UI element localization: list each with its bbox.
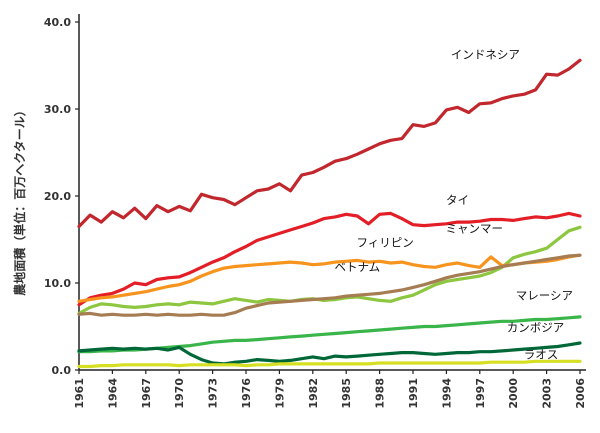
series-line [77, 253, 582, 303]
x-tick-label: 1967 [140, 378, 153, 409]
series-label: インドネシア [451, 48, 520, 62]
series-label: ラオス [524, 348, 559, 362]
series-line [77, 341, 582, 366]
x-tick-label: 1997 [474, 378, 487, 409]
x-tick-label: 1976 [240, 378, 253, 409]
y-tick-label: 10.0 [44, 277, 71, 290]
series-label: マレーシア [516, 289, 573, 303]
series-line [77, 58, 582, 229]
series-lines [77, 58, 582, 369]
series-line [77, 225, 582, 315]
series-label: タイ [446, 193, 469, 207]
series-label: フィリピン [357, 235, 414, 249]
series-label: ミャンマー [445, 222, 503, 236]
y-axis-title: 農地面積（単位：百万ヘクタール） [12, 104, 27, 296]
x-tick-label: 1985 [340, 378, 353, 409]
x-tick-label: 1979 [273, 378, 286, 409]
x-tick-label: 2000 [507, 378, 520, 409]
series-line [77, 253, 582, 317]
x-tick-label: 1994 [440, 378, 453, 409]
series-label: ベトナム [335, 260, 381, 274]
y-tick-label: 0.0 [52, 364, 72, 377]
x-tick-label: 1991 [407, 378, 420, 409]
x-tick-label: 1970 [173, 378, 186, 409]
axes: 0.0 10.0 20.0 30.0 40.0 1961 1964 1967 1970 1973 1… [44, 14, 587, 409]
x-tick-label: 1973 [207, 378, 220, 409]
x-tick-label: 2003 [541, 378, 554, 409]
series-line [77, 211, 582, 307]
series-line [77, 359, 582, 369]
series-line [77, 315, 582, 354]
x-tick-label: 1961 [73, 378, 86, 409]
x-tick-label: 1964 [106, 378, 119, 409]
x-tick-label: 1988 [374, 378, 387, 409]
y-tick-label: 40.0 [44, 16, 71, 29]
x-tick-label: 1982 [307, 378, 320, 409]
x-tick-label: 2006 [574, 378, 587, 409]
y-tick-label: 30.0 [44, 103, 71, 116]
series-label: カンボジア [507, 321, 565, 335]
y-tick-label: 20.0 [44, 190, 71, 203]
